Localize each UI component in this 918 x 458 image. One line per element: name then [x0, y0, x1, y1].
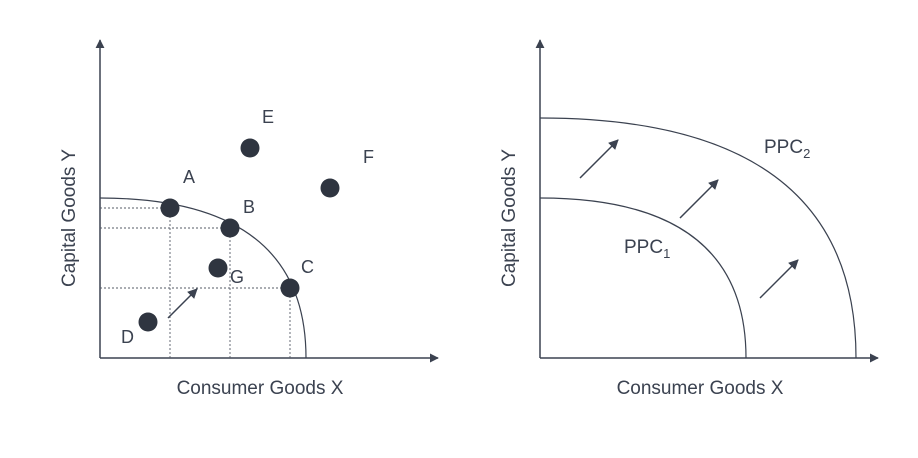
- point-a-dot: [160, 198, 180, 218]
- ppc1-label: PPC1: [624, 237, 670, 261]
- right-x-axis-label: Consumer Goods X: [617, 378, 784, 399]
- shift-arrow-middle: [679, 179, 719, 219]
- ppc2-curve: [539, 117, 857, 359]
- point-a-label: A: [183, 167, 195, 187]
- shift-arrow-bottom: [759, 259, 799, 299]
- right-y-axis-label: Capital Goods Y: [499, 149, 520, 287]
- ppc1-label-subscript: 1: [663, 246, 670, 261]
- point-d-label: D: [121, 327, 134, 347]
- point-b-label: B: [243, 197, 255, 217]
- ppc1-label-text: PPC: [624, 237, 663, 258]
- shift-arrow-top: [579, 139, 619, 179]
- point-b-dot: [220, 218, 240, 238]
- ppc2-label-text: PPC: [764, 137, 803, 158]
- left-growth-arrow: [167, 288, 198, 319]
- left-ppc-curve: [99, 197, 307, 359]
- point-e-dot: [240, 138, 260, 158]
- point-e-label: E: [262, 107, 274, 127]
- left-x-axis-label: Consumer Goods X: [177, 378, 344, 399]
- ppc1-curve: [539, 197, 747, 359]
- point-g-dot: [208, 258, 228, 278]
- point-c-dot: [280, 278, 300, 298]
- point-f-label: F: [363, 147, 374, 167]
- right-panel: PPC1 PPC2 Consumer Goods X Capital Goods…: [499, 39, 879, 399]
- point-d-dot: [138, 312, 158, 332]
- left-guide-lines: [100, 207, 291, 358]
- point-f-dot: [320, 178, 340, 198]
- ppc2-label-subscript: 2: [803, 146, 810, 161]
- left-panel: A B C D E F G Consumer Goods X Capital G…: [59, 39, 439, 399]
- point-g-label: G: [230, 267, 244, 287]
- ppc2-label: PPC2: [764, 137, 810, 161]
- point-c-label: C: [301, 257, 314, 277]
- left-y-axis-label: Capital Goods Y: [59, 149, 80, 287]
